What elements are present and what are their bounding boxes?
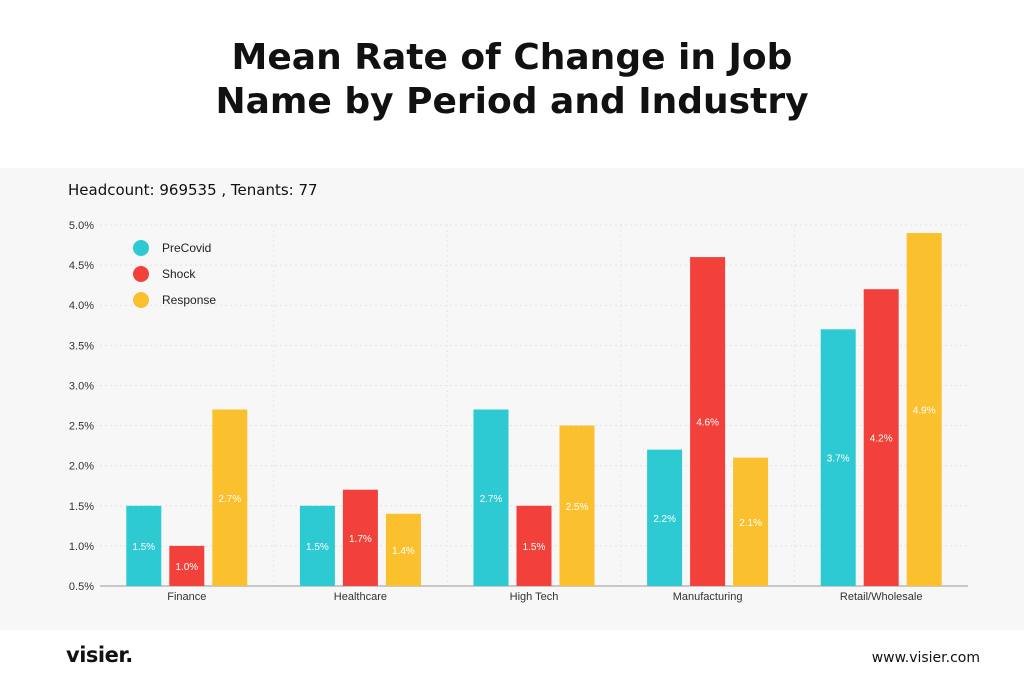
y-tick-label: 2.0%	[69, 461, 94, 473]
website-link[interactable]: www.visier.com	[871, 650, 980, 666]
y-tick-label: 2.5%	[69, 421, 94, 433]
legend-marker-precovid	[133, 240, 149, 256]
x-tick-label: Finance	[167, 591, 206, 603]
data-label: 2.7%	[480, 494, 503, 505]
bar-response	[733, 457, 769, 586]
data-label: 4.6%	[696, 418, 719, 429]
legend-marker-response	[133, 292, 149, 308]
y-tick-label: 4.5%	[69, 260, 94, 272]
bar-precovid	[647, 449, 683, 586]
x-tick-label: Manufacturing	[673, 591, 743, 603]
title-line-1: Mean Rate of Change in Job	[231, 37, 793, 78]
y-tick-label: 3.5%	[69, 340, 94, 352]
x-tick-label: Healthcare	[334, 591, 387, 603]
data-label: 2.1%	[739, 518, 762, 529]
bar-response	[385, 513, 421, 586]
legend-label: Shock	[162, 267, 196, 281]
page-title: Mean Rate of Change in Job Name by Perio…	[0, 36, 1024, 124]
data-label: 1.5%	[306, 542, 329, 553]
y-tick-label: 4.0%	[69, 300, 94, 312]
bar-shock	[690, 257, 726, 586]
y-tick-label: 1.0%	[69, 541, 94, 553]
data-label: 1.4%	[392, 546, 415, 557]
data-label: 1.5%	[132, 542, 155, 553]
y-tick-label: 3.0%	[69, 380, 94, 392]
legend-label: PreCovid	[162, 241, 211, 255]
bar-shock	[516, 505, 552, 586]
data-label: 1.7%	[349, 534, 372, 545]
footer	[0, 630, 1024, 683]
title-line-2: Name by Period and Industry	[215, 81, 809, 122]
bar-precovid	[126, 505, 162, 586]
data-label: 2.7%	[218, 494, 241, 505]
x-tick-label: High Tech	[510, 591, 559, 603]
bar-precovid	[473, 409, 509, 586]
data-label: 3.7%	[827, 454, 850, 465]
bar-precovid	[299, 505, 335, 586]
chart-subtitle: Headcount: 969535 , Tenants: 77	[68, 181, 318, 199]
x-tick-label: Retail/Wholesale	[840, 591, 923, 603]
legend-marker-shock	[133, 266, 149, 282]
brand-logo: visier.	[66, 643, 133, 667]
y-tick-label: 0.5%	[69, 581, 94, 593]
data-label: 2.2%	[653, 514, 676, 525]
bar-response	[906, 233, 942, 586]
bar-precovid	[820, 329, 856, 586]
data-label: 4.2%	[870, 434, 893, 445]
bar-shock	[169, 545, 205, 586]
y-tick-label: 1.5%	[69, 501, 94, 513]
bar-shock	[342, 489, 378, 586]
data-label: 1.5%	[523, 542, 546, 553]
bar-shock	[863, 289, 899, 586]
y-tick-label: 5.0%	[69, 220, 94, 232]
data-label: 1.0%	[175, 562, 198, 573]
legend-label: Response	[162, 293, 216, 307]
data-label: 2.5%	[566, 502, 589, 513]
data-label: 4.9%	[913, 406, 936, 417]
bar-response	[212, 409, 248, 586]
bar-response	[559, 425, 595, 586]
